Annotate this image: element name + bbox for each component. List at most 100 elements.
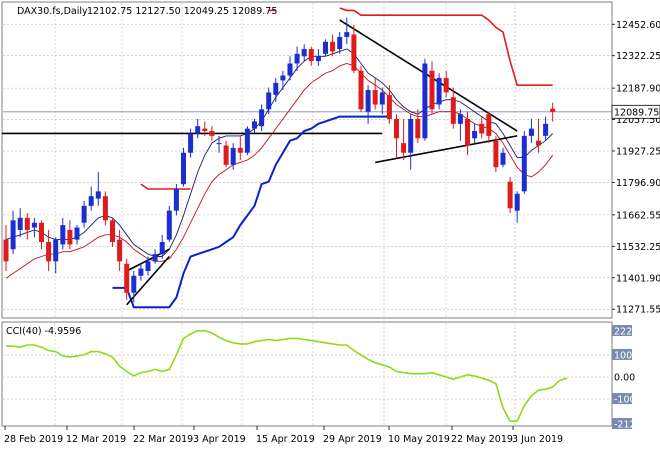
candle-body-61 — [436, 77, 442, 105]
date-label-0: 28 Feb 2019 — [4, 434, 63, 445]
current-price-badge: 12089.75 — [611, 104, 660, 119]
candle-body-48 — [344, 32, 350, 37]
candle-body-67 — [479, 123, 485, 134]
candle-body-60 — [429, 70, 435, 110]
cci-level-label-2: 0.00 — [614, 373, 635, 384]
candle-body-59 — [422, 63, 428, 139]
candle-body-68 — [486, 114, 492, 136]
candle-body-71 — [507, 181, 513, 209]
candle-body-12 — [88, 196, 94, 206]
candle-body-75 — [536, 140, 541, 146]
candle-body-38 — [273, 82, 279, 95]
candle-body-50 — [358, 70, 364, 110]
candle-body-4 — [31, 222, 37, 228]
date-label-2: 22 Mar 2019 — [133, 434, 193, 445]
resistance-line-0 — [140, 183, 191, 190]
cci-badge-3 — [612, 393, 632, 405]
candle-body-70 — [500, 152, 506, 165]
candle-body-34 — [244, 128, 250, 153]
cci-level-label-3: -100 — [614, 395, 636, 406]
date-label-5: 29 Apr 2019 — [323, 434, 382, 445]
candle-body-28 — [202, 128, 208, 132]
candle-body-45 — [323, 41, 328, 54]
candle-body-2 — [17, 217, 23, 230]
candle-body-72 — [514, 193, 520, 211]
cci-polyline — [6, 329, 568, 423]
candle-body-41 — [294, 53, 300, 64]
candle-body-55 — [394, 118, 399, 139]
candle-body-18 — [131, 275, 137, 293]
date-axis: 28 Feb 2019 12 Mar 2019 22 Mar 2019 3 Apr 2… — [4, 426, 563, 445]
support-line-0 — [112, 115, 390, 309]
candle-body-62 — [443, 77, 449, 93]
date-label-4: 15 Apr 2019 — [256, 434, 315, 445]
candle-body-43 — [308, 49, 314, 62]
candle-body-49 — [351, 34, 357, 71]
candle-body-25 — [181, 152, 186, 185]
candle-body-27 — [195, 126, 201, 134]
candle-body-3 — [24, 217, 30, 230]
current-price-label: 12089.75 — [614, 107, 659, 118]
candle-body-64 — [457, 114, 463, 124]
candle-body-46 — [330, 41, 336, 52]
candle-body-9 — [67, 229, 73, 245]
candle-body-56 — [401, 143, 407, 153]
candle-body-57 — [408, 118, 414, 153]
candle-body-54 — [386, 94, 392, 119]
candle-body-69 — [493, 140, 499, 168]
candle-body-32 — [230, 147, 236, 165]
candle-body-5 — [39, 222, 44, 243]
candle-body-29 — [209, 131, 215, 136]
candle-body-15 — [110, 220, 115, 243]
date-label-8: 3 Jun 2019 — [512, 434, 563, 445]
candle-body-20 — [145, 261, 151, 271]
candle-body-8 — [60, 225, 66, 245]
candle-body-16 — [117, 239, 123, 262]
candle-body-23 — [166, 210, 172, 240]
candle-body-76 — [543, 123, 549, 136]
price-label-8: 11401.90 — [616, 273, 660, 284]
cci-level-label-4: -212.7726 — [614, 420, 660, 431]
candle-body-24 — [173, 188, 179, 211]
candle-body-33 — [237, 147, 243, 153]
cci-badge-4 — [612, 418, 632, 429]
fast-moving-average — [5, 48, 554, 257]
cci-level-lines — [3, 354, 612, 400]
candle-body-47 — [337, 36, 343, 50]
cci-axis: 222.0026 100 0.00 -100 -212.7726 — [612, 325, 660, 431]
candle-body-17 — [124, 263, 130, 293]
date-label-3: 3 Apr 2019 — [193, 434, 246, 445]
candle-body-51 — [365, 90, 371, 112]
price-label-0: 12452.60 — [616, 20, 660, 31]
price-label-9: 11271.55 — [616, 305, 660, 316]
date-label-6: 10 May 2019 — [388, 434, 450, 445]
candle-body-11 — [81, 205, 87, 223]
candle-body-10 — [74, 227, 80, 240]
candle-body-65 — [465, 118, 470, 146]
candle-body-52 — [372, 90, 378, 105]
candle-body-36 — [259, 109, 265, 127]
candle-body-66 — [472, 131, 478, 139]
current-price-badge-bg — [611, 104, 660, 119]
candle-body-35 — [252, 121, 257, 129]
support-resistance — [112, 7, 553, 309]
candlesticks — [3, 17, 556, 303]
candle-body-39 — [280, 75, 286, 81]
chart-symbol: DAX30.fs,Daily — [17, 6, 88, 17]
trendline-0 — [339, 19, 518, 132]
price-panel-frame — [1, 1, 613, 319]
cci-level-label-0: 222.0026 — [614, 327, 659, 338]
candle-body-21 — [152, 254, 158, 262]
candle-body-42 — [301, 49, 307, 57]
price-label-6: 11662.55 — [616, 210, 660, 221]
cci-panel-frame — [1, 321, 613, 427]
price-label-2: 12187.90 — [616, 84, 660, 95]
candle-body-14 — [102, 196, 108, 221]
candle-body-7 — [53, 239, 59, 262]
candle-body-40 — [287, 63, 293, 76]
candle-body-58 — [415, 118, 421, 139]
candle-body-0 — [3, 239, 9, 262]
candle-body-37 — [266, 92, 272, 110]
